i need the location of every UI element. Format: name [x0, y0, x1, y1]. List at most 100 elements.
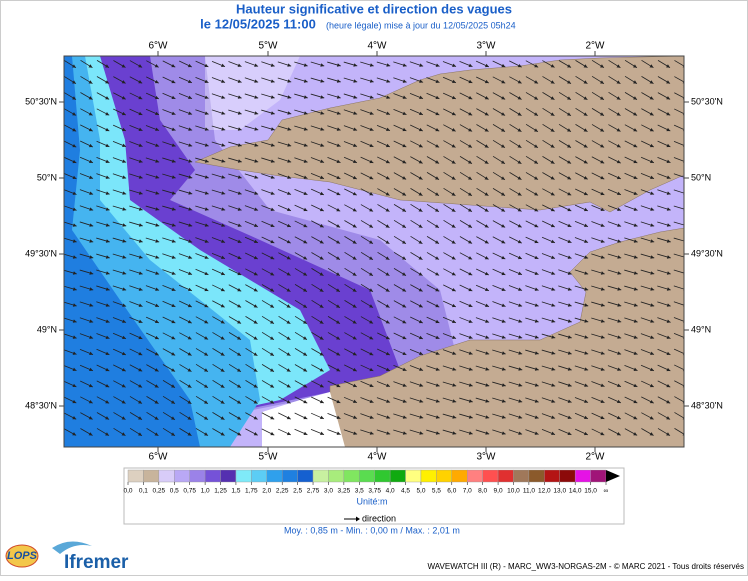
wave-arrow-head	[567, 255, 572, 259]
wave-arrow-head	[221, 175, 226, 179]
wave-arrow-head	[484, 63, 489, 68]
wave-arrow-head	[501, 63, 506, 68]
wave-arrow-head	[319, 191, 324, 196]
legend-swatch	[544, 469, 560, 483]
wave-arrow-head	[319, 415, 324, 420]
wave-arrow-head	[221, 223, 226, 227]
wave-arrow-head	[171, 207, 176, 211]
wave-arrow-head	[517, 160, 522, 164]
wave-arrow	[674, 380, 684, 387]
wave-arrow-head	[567, 176, 572, 180]
wave-arrow-head	[468, 335, 473, 339]
wave-arrow-head	[534, 415, 539, 419]
wave-arrow-head	[319, 320, 324, 324]
wave-arrow-head	[303, 384, 308, 388]
wave-arrow-head	[72, 159, 77, 164]
wave-arrow	[673, 173, 684, 178]
wave-arrow	[673, 348, 684, 355]
wave-arrow-head	[320, 95, 325, 99]
wave-arrow-head	[517, 239, 522, 244]
legend-label: 2,5	[293, 488, 302, 495]
wave-arrow-head	[320, 431, 324, 435]
wave-arrow-head	[138, 335, 143, 340]
wave-arrow-head	[633, 432, 638, 436]
wave-arrow-head	[155, 239, 160, 243]
wave-arrow-head	[666, 223, 671, 227]
wave-arrow-head	[303, 143, 308, 147]
wave-arrow-head	[72, 223, 77, 227]
wave-arrow-head	[353, 143, 358, 147]
wave-arrow-head	[88, 64, 93, 68]
wave-arrow-head	[138, 159, 143, 163]
wave-arrow-head	[286, 320, 291, 324]
wave-arrow-head	[253, 416, 258, 420]
wave-arrow-head	[452, 399, 457, 403]
wave-arrow-head	[633, 383, 638, 388]
wave-arrow-head	[353, 415, 358, 419]
wave-arrow-head	[435, 63, 440, 67]
wave-arrow-head	[402, 111, 407, 115]
wave-arrow-head	[253, 288, 258, 292]
wave-arrow-head	[484, 192, 489, 196]
wave-arrow-head	[485, 431, 490, 435]
wave-arrow-head	[633, 207, 638, 211]
wave-arrow-head	[154, 384, 159, 388]
wave-arrow-head	[155, 271, 160, 275]
wave-arrow-head	[600, 207, 605, 212]
wave-arrow-head	[155, 159, 160, 163]
wave-arrow-head	[171, 223, 176, 227]
wave-arrow-head	[534, 96, 539, 100]
wave-arrow-head	[171, 111, 176, 115]
wave-arrow-head	[121, 432, 126, 436]
wave-arrow-head	[402, 351, 407, 356]
wave-arrow-head	[270, 175, 275, 179]
wave-arrow-head	[633, 96, 638, 100]
wave-arrow-head	[138, 319, 143, 323]
wave-arrow-head	[303, 240, 308, 244]
wave-arrow-head	[254, 111, 259, 115]
wave-arrow-head	[303, 111, 308, 115]
wave-arrow-head	[386, 127, 390, 132]
wave-arrow-head	[352, 256, 357, 260]
wave-arrow-head	[204, 127, 209, 131]
wave-arrow-head	[352, 383, 357, 388]
wave-arrow-head	[583, 80, 588, 84]
wave-arrow-head	[72, 271, 77, 275]
wave-arrow-head	[567, 80, 571, 84]
wave-arrow-head	[270, 368, 274, 372]
wave-arrow-head	[72, 255, 77, 259]
wave-arrow-head	[550, 192, 555, 196]
wave-arrow-head	[650, 319, 655, 323]
wave-arrow-head	[72, 128, 77, 132]
wave-arrow-head	[369, 143, 374, 148]
wave-arrow-head	[550, 80, 555, 84]
ifremer-wave	[52, 541, 92, 554]
wave-arrow-head	[187, 400, 192, 404]
wave-arrow-head	[237, 111, 242, 115]
wave-arrow-head	[501, 128, 505, 132]
wave-arrow-head	[89, 159, 93, 164]
wave-arrow-head	[122, 143, 126, 147]
wave-arrow-head	[105, 239, 110, 243]
wave-arrow-head	[155, 191, 160, 195]
wave-arrow-head	[319, 256, 324, 260]
wave-arrow-head	[666, 255, 671, 259]
wave-arrow-head	[352, 336, 357, 340]
wave-arrow-head	[468, 415, 473, 419]
wave-arrow-head	[319, 368, 324, 372]
wave-arrow-head	[204, 175, 209, 179]
wave-arrow-head	[633, 223, 638, 227]
wave-arrow-head	[352, 288, 357, 292]
wave-arrow-head	[138, 400, 143, 404]
wave-arrow-head	[221, 111, 226, 115]
wave-arrow-head	[220, 432, 225, 436]
wave-arrow-head	[221, 255, 225, 259]
wave-arrow-head	[649, 112, 654, 116]
wave-arrow-head	[567, 271, 572, 275]
wave-arrow-head	[287, 95, 292, 99]
wave-arrow-head	[204, 255, 209, 259]
wave-arrow-head	[138, 239, 143, 243]
wave-arrow-head	[633, 143, 638, 148]
wave-arrow-head	[386, 431, 391, 435]
wave-arrow-head	[138, 143, 143, 147]
